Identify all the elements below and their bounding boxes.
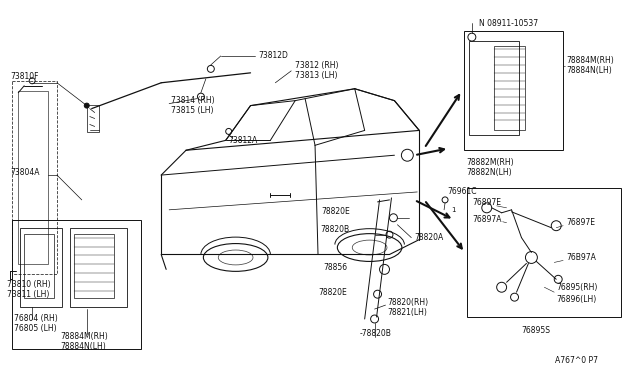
- Text: 76895S: 76895S: [522, 326, 550, 336]
- Bar: [70, 228, 127, 307]
- Text: 76805 (LH): 76805 (LH): [14, 324, 57, 333]
- Text: 78820E: 78820E: [321, 207, 350, 216]
- Text: 73815 (LH): 73815 (LH): [171, 106, 214, 115]
- Text: 78821(LH): 78821(LH): [387, 308, 428, 317]
- Text: 78884N(LH): 78884N(LH): [566, 66, 612, 76]
- Text: 76896(LH): 76896(LH): [556, 295, 596, 304]
- Text: 73810 (RH): 73810 (RH): [7, 280, 51, 289]
- Text: 1: 1: [451, 207, 456, 213]
- Text: 78884M(RH): 78884M(RH): [566, 57, 614, 65]
- Text: 76897E: 76897E: [472, 198, 501, 207]
- Text: 73813 (LH): 73813 (LH): [295, 71, 338, 80]
- Text: 73812A: 73812A: [228, 136, 258, 145]
- Text: 73814 (RH): 73814 (RH): [171, 96, 215, 105]
- Text: A767^0 P7: A767^0 P7: [555, 356, 598, 365]
- Bar: [74, 234, 113, 298]
- Bar: [20, 228, 62, 307]
- Text: 76B97A: 76B97A: [566, 253, 596, 262]
- Text: 78820E: 78820E: [318, 288, 347, 297]
- Text: 78820(RH): 78820(RH): [387, 298, 429, 307]
- Text: 78882N(LH): 78882N(LH): [466, 168, 511, 177]
- Bar: [469, 41, 518, 135]
- Text: 78882M(RH): 78882M(RH): [466, 158, 513, 167]
- Bar: [19, 91, 48, 264]
- Text: 76897E: 76897E: [566, 218, 595, 227]
- Text: -78820B: -78820B: [360, 329, 392, 339]
- Bar: [12, 220, 141, 349]
- Text: N 08911-10537: N 08911-10537: [479, 19, 538, 28]
- Text: 76897A: 76897A: [472, 215, 501, 224]
- Text: 78884M(RH): 78884M(RH): [60, 332, 108, 341]
- Bar: [12, 81, 57, 274]
- Text: 76961C: 76961C: [447, 187, 477, 196]
- Text: 73811 (LH): 73811 (LH): [7, 290, 50, 299]
- Text: 78820B: 78820B: [321, 225, 350, 234]
- Text: 78820A: 78820A: [414, 233, 444, 242]
- Text: 78856: 78856: [324, 263, 348, 272]
- Bar: [464, 31, 563, 150]
- Text: 73812D: 73812D: [259, 51, 289, 61]
- Text: 73804A: 73804A: [10, 168, 40, 177]
- Text: 78884N(LH): 78884N(LH): [60, 342, 106, 351]
- Bar: [493, 46, 525, 131]
- Bar: [24, 234, 54, 298]
- Bar: [467, 188, 621, 317]
- Text: 76804 (RH): 76804 (RH): [14, 314, 58, 324]
- Circle shape: [84, 103, 89, 108]
- Text: 73812 (RH): 73812 (RH): [295, 61, 339, 70]
- Text: 76895(RH): 76895(RH): [556, 283, 598, 292]
- Text: 73810F: 73810F: [10, 72, 39, 81]
- Bar: [87, 105, 99, 132]
